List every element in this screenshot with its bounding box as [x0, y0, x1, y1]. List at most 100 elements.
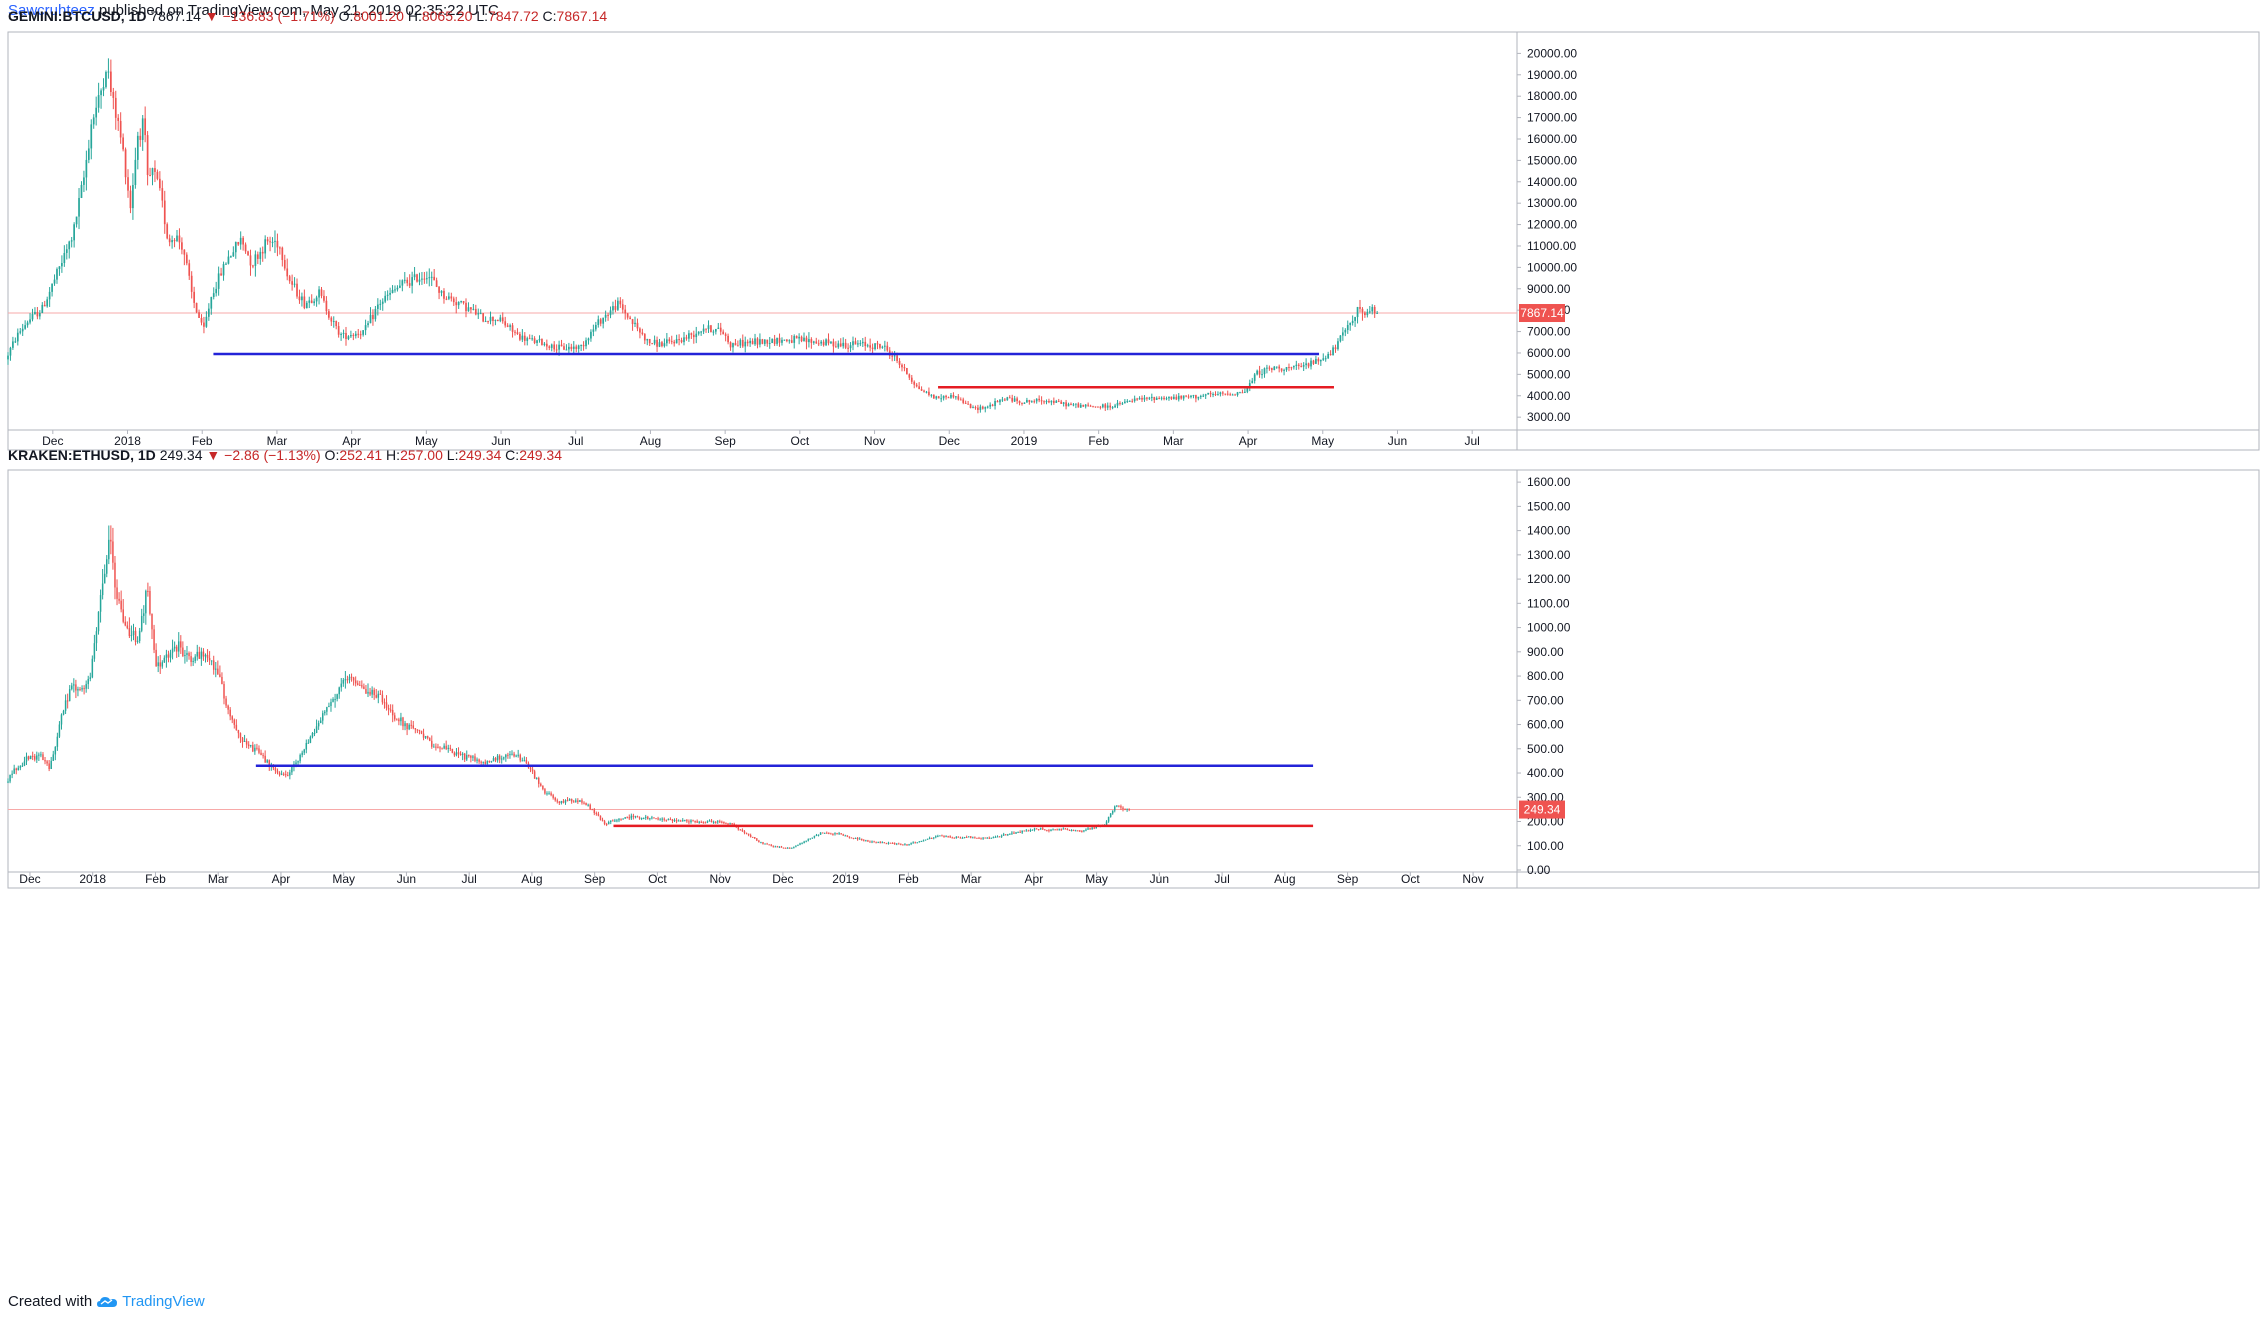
- candle-body: [1116, 805, 1118, 807]
- candle-body: [60, 714, 63, 725]
- candle-body: [624, 817, 626, 819]
- candle-body: [716, 821, 719, 823]
- candle-body: [813, 835, 816, 838]
- candle-body: [1055, 400, 1058, 403]
- candle-body: [489, 316, 492, 322]
- candle-body: [653, 817, 655, 819]
- candle-body: [758, 840, 760, 843]
- author-link[interactable]: Sawcruhteez: [8, 2, 95, 19]
- candle-body: [910, 377, 913, 382]
- candle-body: [791, 847, 793, 849]
- candle-body: [126, 625, 129, 629]
- candle-body: [328, 705, 330, 708]
- candle-body: [185, 254, 188, 264]
- candle-body: [731, 823, 733, 825]
- y-tick-label: 10000.00: [1527, 260, 1577, 274]
- candle-body: [555, 349, 558, 351]
- candle-body: [974, 407, 977, 409]
- candle-body: [842, 342, 845, 347]
- candle-body: [939, 835, 941, 837]
- candle-body: [1224, 393, 1227, 395]
- legend-key-c: C:: [539, 8, 557, 24]
- candle-body: [281, 247, 284, 261]
- candle-body: [797, 844, 799, 846]
- candle-body: [186, 653, 188, 656]
- candle-body: [677, 820, 680, 822]
- candle-body: [318, 289, 320, 298]
- candle-body: [1025, 830, 1028, 832]
- candle-body: [264, 239, 267, 254]
- candle-body: [165, 654, 168, 658]
- candle-body: [232, 252, 235, 257]
- candle-body: [1283, 369, 1285, 371]
- candle-body: [64, 700, 67, 711]
- candle-body: [517, 754, 519, 756]
- candle-body: [283, 260, 286, 269]
- candle-body: [1062, 402, 1065, 404]
- candle-body: [244, 244, 247, 252]
- candle-body: [1007, 834, 1009, 836]
- candle-body: [38, 754, 40, 756]
- candle-body: [550, 793, 552, 796]
- candle-body: [597, 813, 600, 816]
- candle-body: [772, 845, 775, 847]
- candle-body: [1334, 347, 1337, 350]
- candle-body: [781, 339, 783, 343]
- candle-body: [117, 117, 120, 121]
- candle-body: [788, 340, 791, 342]
- candle-body: [680, 340, 683, 343]
- candle-body: [149, 590, 151, 614]
- candle-body: [448, 296, 450, 299]
- candle-body: [808, 339, 810, 343]
- candle-body: [1064, 828, 1067, 830]
- candle-body: [155, 649, 157, 667]
- candle-body: [959, 399, 962, 401]
- candle-body: [1062, 828, 1065, 830]
- candle-body: [795, 336, 798, 339]
- candle-body: [322, 713, 324, 721]
- candle-body: [412, 725, 415, 729]
- candle-body: [832, 833, 834, 835]
- candle-body: [1119, 402, 1121, 404]
- candle-body: [217, 273, 220, 289]
- candle-body: [161, 188, 164, 201]
- x-tick-label: Apr: [272, 872, 291, 886]
- candle-body: [970, 836, 972, 838]
- candle-body: [661, 342, 663, 347]
- y-tick-label: 900.00: [1527, 645, 1564, 659]
- candle-body: [1015, 832, 1017, 834]
- candle-body: [398, 719, 400, 722]
- y-tick-label: 1200.00: [1527, 572, 1571, 586]
- candle-body: [1195, 395, 1197, 399]
- candle-body: [1239, 392, 1241, 394]
- candle-body: [124, 621, 127, 626]
- candle-body: [945, 395, 947, 398]
- candle-body: [66, 700, 69, 702]
- candle-body: [136, 135, 139, 160]
- candle-body: [337, 326, 340, 335]
- candle-body: [1128, 808, 1130, 810]
- candle-body: [1095, 826, 1098, 829]
- legend-key-o: O:: [321, 447, 340, 463]
- candle-body: [1054, 829, 1056, 831]
- x-tick-label: Nov: [709, 872, 730, 886]
- candle-body: [177, 641, 180, 652]
- candle-body: [572, 801, 575, 803]
- candle-body: [394, 715, 396, 720]
- candle-body: [208, 658, 211, 661]
- candle-body: [1324, 358, 1327, 360]
- tradingview-brand-link[interactable]: TradingView: [122, 1293, 205, 1310]
- candle-body: [97, 611, 100, 632]
- candle-body: [700, 821, 703, 823]
- candle-body: [640, 818, 643, 820]
- x-tick-label: 2019: [1011, 434, 1038, 448]
- y-tick-label: 6000.00: [1527, 346, 1571, 360]
- candle-body: [644, 816, 647, 818]
- candle-body: [452, 298, 455, 303]
- candle-body: [256, 254, 259, 259]
- candle-body: [1207, 392, 1210, 395]
- candle-body: [242, 237, 244, 245]
- candle-body: [93, 643, 96, 659]
- candle-body: [399, 285, 401, 288]
- price-label-text: 7867.14: [1520, 306, 1564, 320]
